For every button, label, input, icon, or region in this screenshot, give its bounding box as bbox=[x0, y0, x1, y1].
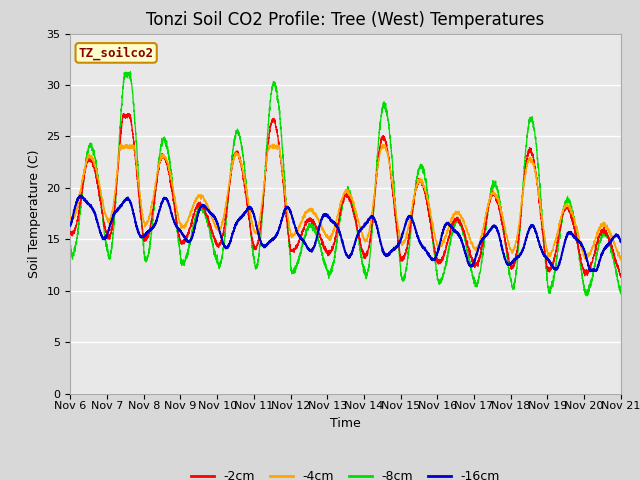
Title: Tonzi Soil CO2 Profile: Tree (West) Temperatures: Tonzi Soil CO2 Profile: Tree (West) Temp… bbox=[147, 11, 545, 29]
Y-axis label: Soil Temperature (C): Soil Temperature (C) bbox=[28, 149, 41, 278]
Text: TZ_soilco2: TZ_soilco2 bbox=[79, 46, 154, 60]
Legend: -2cm, -4cm, -8cm, -16cm: -2cm, -4cm, -8cm, -16cm bbox=[186, 465, 505, 480]
X-axis label: Time: Time bbox=[330, 417, 361, 430]
